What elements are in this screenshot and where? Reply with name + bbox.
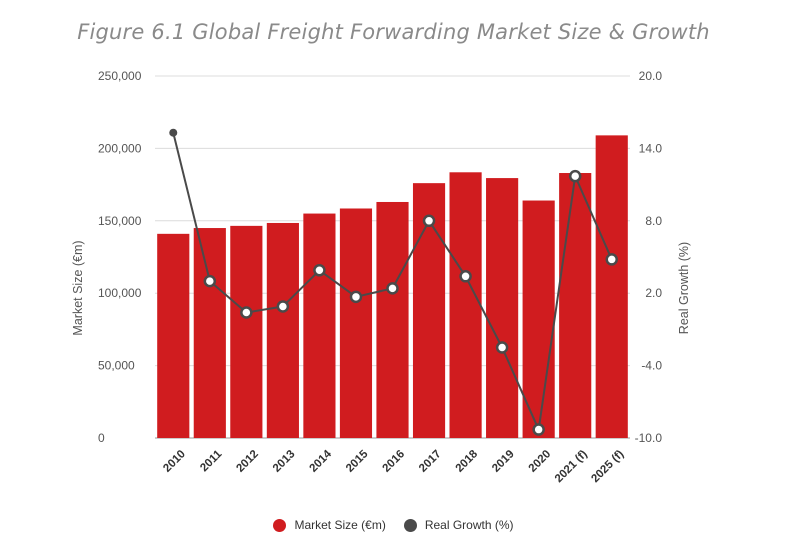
growth-points — [169, 128, 618, 436]
x-tick-label: 2016 — [381, 448, 408, 475]
y-tick-label: 100,000 — [98, 286, 142, 300]
y-axis-title: Market Size (€m) — [71, 240, 85, 335]
growth-point-2010 — [169, 128, 178, 137]
x-tick-label: 2010 — [161, 448, 188, 475]
y2-tick-label: -10.0 — [635, 431, 663, 445]
growth-point-2015 — [349, 290, 363, 304]
right-axis-ticks: -10.0 -4.0 2.0 8.0 14.0 20.0 — [635, 69, 663, 445]
growth-point-2013 — [276, 300, 290, 313]
bar-2015 — [339, 208, 373, 438]
growth-point-2014 — [313, 264, 326, 277]
y2-tick-label: 8.0 — [645, 214, 662, 228]
legend-label-market-size: Market Size (€m) — [294, 518, 386, 532]
left-axis-ticks: 0 50,000 100,000 150,000 200,000 250,000 — [98, 69, 142, 445]
y2-tick-label: 14.0 — [639, 141, 663, 155]
bar-2014 — [303, 213, 336, 438]
x-tick-label: 2017 — [417, 448, 444, 475]
x-tick-label: 2019 — [490, 448, 517, 475]
bar-2012 — [230, 225, 263, 438]
x-tick-label: 2013 — [271, 448, 298, 475]
growth-point-2021-f — [568, 169, 582, 183]
growth-point-2011 — [203, 274, 217, 288]
growth-point-2012 — [240, 306, 253, 319]
bar-2020 — [522, 200, 555, 438]
bars — [157, 135, 628, 439]
y2-tick-label: 2.0 — [645, 286, 662, 300]
x-tick-label: 2018 — [454, 448, 481, 475]
growth-point-2019 — [495, 341, 509, 354]
x-tick-label: 2015 — [344, 448, 371, 475]
legend-label-real-growth: Real Growth (%) — [424, 518, 514, 532]
bar-2021-f — [559, 173, 592, 439]
legend-item-market-size: Market Size (€m) — [273, 518, 386, 532]
y-tick-label: 50,000 — [98, 359, 135, 373]
growth-point-2016 — [386, 282, 399, 295]
x-tick-label: 2025 (f) — [589, 448, 626, 485]
chart-title: Figure 6.1 Global Freight Forwarding Mar… — [77, 20, 710, 44]
legend-item-real-growth: Real Growth (%) — [403, 518, 514, 532]
y2-tick-label: 20.0 — [639, 69, 663, 83]
growth-point-2017 — [422, 214, 436, 228]
bar-2019 — [486, 178, 519, 439]
bar-2025-f — [595, 135, 628, 439]
y-tick-label: 0 — [98, 431, 105, 445]
legend: Market Size (€m) Real Growth (%) — [0, 518, 787, 532]
growth-point-2025-f — [605, 253, 618, 266]
x-tick-label: 2020 — [527, 448, 554, 475]
y-tick-label: 150,000 — [98, 214, 142, 228]
bar-2013 — [266, 222, 299, 438]
y-tick-label: 250,000 — [98, 69, 142, 83]
x-tick-label: 2021 (f) — [553, 448, 590, 485]
x-tick-label: 2012 — [234, 448, 261, 475]
x-tick-label: 2014 — [307, 448, 334, 475]
bar-2018 — [449, 172, 482, 439]
bar-2016 — [376, 201, 409, 438]
legend-swatch-real-growth — [403, 518, 417, 532]
x-tick-label: 2011 — [198, 448, 225, 475]
y-tick-label: 200,000 — [98, 141, 142, 155]
growth-point-2018 — [459, 270, 472, 283]
x-axis-ticks: 2010 2011 2012 2013 2014 2015 2016 2017 2018 2019… — [161, 448, 626, 485]
y2-axis-title: Real Growth (%) — [677, 242, 691, 334]
bar-2011 — [193, 228, 226, 438]
y2-tick-label: -4.0 — [641, 359, 662, 373]
legend-swatch-market-size — [273, 518, 287, 532]
growth-point-2020 — [532, 423, 545, 436]
bar-2010 — [157, 233, 190, 438]
